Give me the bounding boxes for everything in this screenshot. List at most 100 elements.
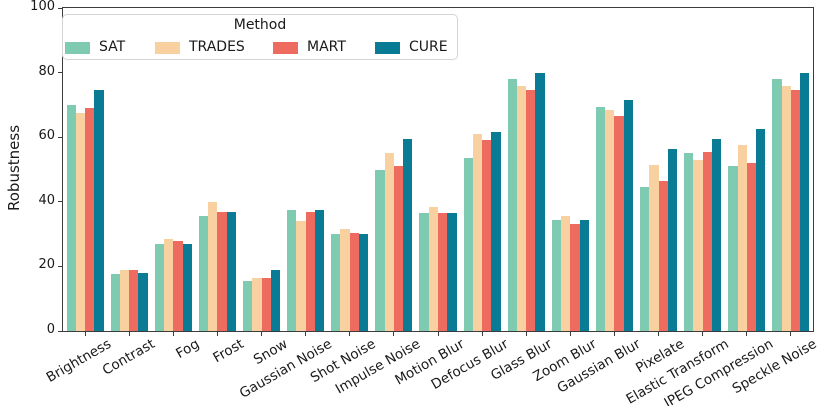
- bar-trades: [119, 269, 130, 331]
- bar-mart: [658, 180, 668, 331]
- bar-group: [548, 8, 592, 331]
- legend-swatch-sat: [65, 41, 90, 54]
- bar-trades: [649, 164, 659, 331]
- bar-mart: [746, 163, 757, 331]
- bar-trades: [693, 159, 703, 331]
- bar-mart: [526, 90, 536, 331]
- x-tick-mark: [658, 332, 660, 336]
- x-tick-mark: [481, 332, 483, 336]
- bar-mart: [482, 140, 492, 331]
- bar-sat: [728, 166, 738, 331]
- y-tick-label: 80: [38, 63, 55, 79]
- bar-mart: [129, 269, 139, 331]
- bar-cure: [403, 138, 413, 331]
- bar-mart: [85, 108, 95, 331]
- bar-cure: [491, 132, 501, 331]
- bars-layer: [63, 8, 813, 331]
- bar-trades: [252, 277, 262, 331]
- bar-group: [372, 8, 416, 331]
- bar-sat: [772, 79, 782, 331]
- bar-group: [328, 8, 372, 331]
- x-tick-label: Brightness: [43, 336, 115, 386]
- y-tick-mark: [58, 72, 62, 74]
- y-tick-mark: [58, 7, 62, 9]
- bar-mart: [570, 224, 580, 331]
- bar-group: [195, 8, 239, 331]
- x-tick-mark: [172, 332, 174, 336]
- x-tick-label: Frost: [210, 336, 247, 367]
- y-tick-label: 20: [38, 257, 55, 273]
- bar-trades: [75, 112, 86, 331]
- x-tick-mark: [305, 332, 307, 336]
- bar-group: [63, 8, 107, 331]
- bar-cure: [359, 234, 369, 331]
- bar-mart: [614, 116, 624, 331]
- x-tick-mark: [702, 332, 704, 336]
- bar-cure: [579, 219, 589, 331]
- bar-sat: [242, 280, 253, 331]
- bar-cure: [800, 72, 810, 331]
- bar-mart: [217, 211, 227, 331]
- bar-trades: [208, 201, 218, 331]
- x-tick-mark: [613, 332, 615, 336]
- legend-swatch-trades: [155, 41, 180, 54]
- bar-cure: [623, 100, 633, 331]
- x-tick-mark: [349, 332, 351, 336]
- bar-group: [725, 8, 769, 331]
- x-tick-mark: [525, 332, 527, 336]
- bar-cure: [138, 272, 148, 331]
- bar-trades: [781, 85, 791, 331]
- bar-group: [239, 8, 283, 331]
- bar-group: [151, 8, 195, 331]
- x-tick-mark: [790, 332, 792, 336]
- bar-sat: [154, 243, 164, 331]
- bar-mart: [305, 211, 315, 331]
- bar-mart: [173, 240, 183, 331]
- bar-mart: [261, 277, 271, 331]
- y-tick-mark: [58, 201, 62, 203]
- legend: Method SAT TRADES MART CURE: [62, 14, 458, 60]
- legend-label: TRADES: [189, 39, 245, 55]
- bar-group: [504, 8, 548, 331]
- x-tick-mark: [437, 332, 439, 336]
- y-tick-mark: [58, 136, 62, 138]
- bar-cure: [756, 129, 766, 331]
- bar-group: [637, 8, 681, 331]
- bar-sat: [684, 153, 694, 331]
- legend-title: Method: [233, 17, 287, 33]
- bar-cure: [226, 211, 236, 331]
- bar-group: [416, 8, 460, 331]
- legend-entry-sat: SAT: [65, 40, 125, 54]
- y-tick-mark: [58, 265, 62, 267]
- bar-trades: [516, 85, 527, 331]
- y-tick-label: 100: [30, 0, 55, 14]
- legend-entry-cure: CURE: [375, 39, 448, 55]
- bar-trades: [472, 133, 483, 331]
- bar-sat: [463, 158, 473, 331]
- bar-cure: [314, 209, 325, 331]
- bar-sat: [640, 187, 650, 331]
- bar-trades: [164, 238, 174, 331]
- x-tick-mark: [261, 332, 263, 336]
- bar-cure: [270, 269, 281, 331]
- y-tick-label: 60: [38, 128, 55, 144]
- legend-entry-mart: MART: [273, 39, 346, 55]
- legend-label: MART: [307, 39, 346, 55]
- legend-swatch-mart: [273, 41, 298, 54]
- bar-mart: [437, 213, 448, 331]
- x-tick-mark: [569, 332, 571, 336]
- bar-group: [769, 8, 813, 331]
- x-tick-label: Fog: [173, 336, 203, 362]
- plot-area: [58, 7, 814, 336]
- bar-sat: [331, 234, 341, 331]
- bar-trades: [428, 206, 438, 331]
- bar-group: [284, 8, 328, 331]
- legend-entry-trades: TRADES: [155, 39, 245, 55]
- bar-sat: [507, 79, 517, 331]
- legend-label: CURE: [409, 39, 448, 55]
- x-tick-mark: [84, 332, 86, 336]
- bar-cure: [447, 213, 457, 331]
- bar-mart: [393, 166, 404, 331]
- x-tick-mark: [128, 332, 130, 336]
